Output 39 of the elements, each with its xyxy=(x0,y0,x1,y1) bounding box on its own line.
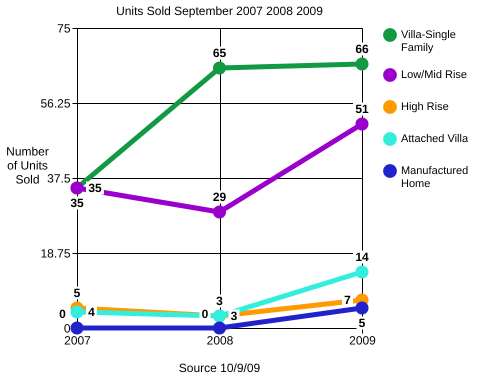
data-label: 29 xyxy=(212,190,226,204)
data-label: 5 xyxy=(74,286,81,300)
point xyxy=(70,321,84,335)
point xyxy=(212,205,226,219)
x-tick-label: 2007 xyxy=(64,334,92,348)
point xyxy=(355,301,369,315)
point xyxy=(355,265,369,279)
point xyxy=(70,305,84,319)
source-note: Source 10/9/09 xyxy=(178,361,261,375)
point xyxy=(355,117,369,131)
y-tick-label: 75 xyxy=(57,22,71,36)
legend-label: Villa-Single Family xyxy=(401,29,456,54)
y-tick-label: 37.5 xyxy=(47,172,71,186)
legend-label: Low/Mid Rise xyxy=(401,69,468,81)
y-tick-label: 56.25 xyxy=(40,96,71,110)
y-tick-label: 0 xyxy=(64,322,71,336)
x-tick-label: 2008 xyxy=(206,334,234,348)
legend-label: High Rise xyxy=(401,101,449,113)
data-label: 3 xyxy=(216,294,224,308)
data-label: 7 xyxy=(344,293,352,307)
y-tick-label: 18.75 xyxy=(40,246,71,260)
point xyxy=(355,57,369,71)
data-label: 65 xyxy=(212,46,226,60)
data-label: 5 xyxy=(358,316,366,330)
data-label: 3 xyxy=(230,309,238,323)
y-axis-title: Number of Units Sold xyxy=(6,144,49,186)
data-label: 66 xyxy=(355,42,369,56)
x-tick-label: 2009 xyxy=(349,334,376,348)
data-label: 4 xyxy=(88,305,96,319)
point xyxy=(212,321,226,335)
data-label: 0 xyxy=(202,307,209,321)
data-label: 35 xyxy=(88,181,102,195)
data-label: 14 xyxy=(355,250,369,264)
legend-label: Manufactured Home xyxy=(401,165,468,190)
data-label: 51 xyxy=(355,102,369,116)
data-label: 35 xyxy=(70,196,84,210)
chart-title: Units Sold September 2007 2008 2009 xyxy=(116,4,324,18)
point xyxy=(212,61,226,75)
legend-label: Attached Villa xyxy=(401,133,469,145)
